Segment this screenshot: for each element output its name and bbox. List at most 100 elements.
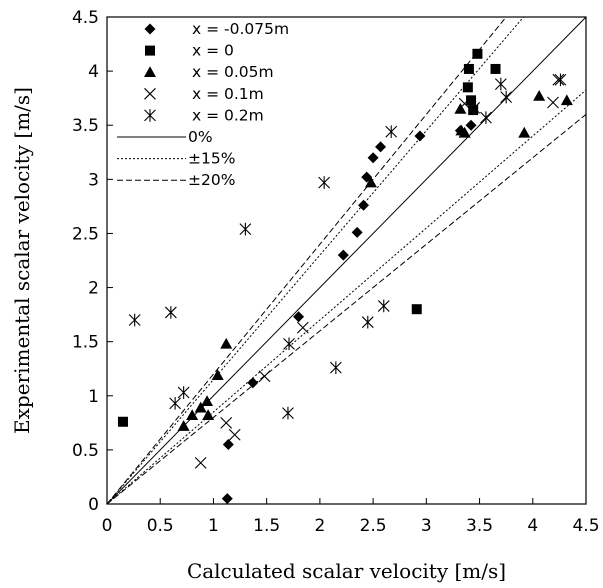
reference-line-2-0 — [107, 17, 507, 504]
point-s4-0 — [128, 313, 141, 327]
point-s1-7 — [490, 63, 501, 74]
x-tick-label-8: 4 — [527, 516, 538, 536]
point-s2-1 — [186, 409, 199, 421]
y-tick-label-5: 2.5 — [72, 224, 99, 244]
x-tick-label-4: 2 — [314, 516, 325, 536]
legend-marker-4 — [144, 109, 156, 122]
legend-marker-1 — [145, 45, 155, 56]
point-s2-2 — [194, 401, 207, 413]
x-tick-label-0: 0 — [102, 516, 113, 536]
reference-lines — [107, 17, 586, 504]
x-tick-label-3: 1.5 — [253, 516, 280, 536]
point-s4-3 — [177, 386, 190, 399]
x-tick-label-7: 3.5 — [466, 516, 493, 536]
point-s4-14 — [500, 90, 513, 104]
point-s4-13 — [494, 77, 507, 91]
point-s1-2 — [462, 82, 473, 93]
point-s0-12 — [465, 119, 477, 131]
y-axis-title: Experimental scalar velocity [m/s] — [10, 87, 34, 434]
point-s4-8 — [329, 361, 342, 374]
point-s4-10 — [377, 299, 390, 313]
y-tick-label-7: 3.5 — [72, 116, 99, 136]
reference-line-1-0 — [107, 17, 525, 504]
point-s4-11 — [385, 125, 398, 139]
legend-marker-3 — [144, 87, 156, 100]
point-s4-6 — [283, 337, 295, 351]
y-tick-label-1: 0.5 — [72, 441, 99, 461]
point-s1-6 — [472, 48, 483, 59]
point-s0-10 — [414, 130, 426, 142]
point-s2-7 — [364, 176, 377, 188]
point-s4-1 — [164, 306, 177, 319]
point-s3-0 — [194, 456, 207, 469]
legend-label-0: x = -0.075m — [192, 20, 289, 38]
point-s3-2 — [228, 428, 241, 441]
point-s2-3 — [201, 395, 214, 406]
point-s0-3 — [293, 311, 305, 323]
y-tick-label-4: 2 — [88, 279, 99, 299]
legend-label-2: x = 0.05m — [192, 63, 274, 81]
point-s0-4 — [337, 249, 349, 261]
point-s1-3 — [463, 63, 474, 74]
x-tick-label-2: 1 — [208, 516, 219, 536]
legend-marker-2 — [144, 66, 156, 77]
point-s4-12 — [480, 111, 492, 124]
reference-line-0-0 — [107, 17, 586, 504]
point-s0-6 — [358, 199, 370, 211]
point-s2-4 — [202, 409, 215, 421]
plot-frame — [106, 16, 587, 505]
point-s4-15 — [554, 73, 567, 87]
point-s0-0 — [221, 493, 233, 505]
point-s1-4 — [466, 95, 477, 106]
point-s3-8 — [552, 73, 565, 86]
point-s2-6 — [220, 337, 233, 349]
point-s1-0 — [117, 416, 128, 427]
point-s2-5 — [211, 369, 224, 381]
y-tick-label-8: 4 — [88, 62, 99, 82]
x-tick-label-6: 3 — [421, 516, 432, 536]
point-s2-11 — [518, 126, 531, 138]
y-tick-label-9: 4.5 — [72, 8, 99, 28]
reference-line-1-1 — [107, 89, 586, 504]
legend-ref-label-0: 0% — [188, 128, 213, 146]
x-axis-title: Calculated scalar velocity [m/s] — [187, 559, 506, 583]
point-s2-13 — [560, 94, 573, 106]
y-tick-label-0: 0 — [88, 495, 99, 515]
y-tick-label-3: 1.5 — [72, 333, 99, 353]
point-s4-9 — [361, 315, 374, 329]
legend-ref-label-2: ±20% — [188, 171, 235, 189]
legend-marker-0 — [144, 23, 156, 35]
point-s3-7 — [547, 96, 559, 109]
point-s1-5 — [468, 105, 479, 116]
point-s0-1 — [222, 438, 234, 450]
data-points — [117, 48, 573, 505]
point-s3-5 — [458, 97, 471, 110]
point-s2-12 — [533, 90, 546, 101]
point-s4-5 — [282, 406, 294, 420]
legend: x = -0.075m x = 0 x = 0.05m x = 0.1m x = 0.2… — [117, 20, 289, 189]
x-tick-label-5: 2.5 — [360, 516, 387, 536]
point-s0-9 — [375, 141, 387, 153]
point-s3-6 — [468, 102, 481, 114]
point-s0-8 — [367, 152, 379, 164]
point-s2-0 — [177, 420, 190, 431]
point-s4-4 — [239, 222, 252, 236]
x-tick-label-1: 0.5 — [147, 516, 174, 536]
point-s0-2 — [247, 377, 259, 389]
point-s2-10 — [458, 126, 471, 138]
reference-line-2-1 — [107, 114, 586, 504]
axis-ticks: 0 0.5 1 1.5 2 2.5 3 3.5 4 4.5 0 0.5 1 1.5 2 2.5 3 3.5 4 4.5 — [72, 8, 600, 536]
x-tick-label-9: 4.5 — [572, 516, 599, 536]
point-s4-7 — [318, 176, 331, 189]
legend-label-4: x = 0.2m — [192, 106, 264, 124]
y-tick-label-6: 3 — [88, 170, 99, 190]
point-s0-5 — [351, 226, 363, 238]
legend-label-1: x = 0 — [192, 42, 234, 60]
point-s4-2 — [169, 397, 182, 410]
legend-label-3: x = 0.1m — [192, 85, 264, 103]
point-s3-3 — [258, 370, 271, 383]
legend-ref-label-1: ±15% — [188, 150, 235, 168]
point-s1-1 — [411, 304, 422, 315]
point-s3-1 — [220, 416, 233, 429]
